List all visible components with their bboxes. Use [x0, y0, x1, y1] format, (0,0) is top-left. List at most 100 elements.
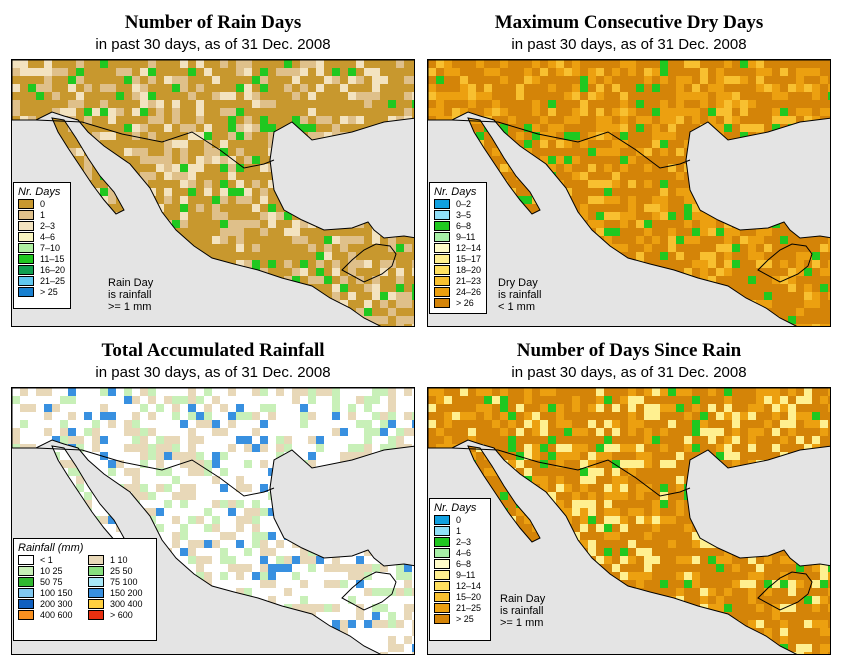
- legend-entry: 10 25: [18, 565, 88, 576]
- legend-swatch: [88, 609, 104, 620]
- legend-entry: 150 200: [88, 587, 158, 598]
- legend-entry: 12–14: [434, 242, 482, 253]
- legend-label: 4–6: [40, 231, 56, 242]
- legend-label: 9–11: [456, 569, 476, 580]
- panel-subtitle: in past 30 days, as of 31 Dec. 2008: [511, 364, 747, 381]
- legend-swatch: [434, 591, 450, 602]
- legend-entry: 4–6: [434, 547, 486, 558]
- legend-label: 11–15: [40, 253, 65, 264]
- legend-label: 15–20: [456, 591, 482, 602]
- legend-swatch: [434, 220, 450, 231]
- legend-swatch: [434, 569, 450, 580]
- legend-swatch: [18, 609, 34, 620]
- legend-entry: 0: [434, 514, 486, 525]
- legend-entry: > 26: [434, 297, 482, 308]
- legend-entry: > 600: [88, 609, 158, 620]
- legend-label: 100 150: [40, 587, 73, 598]
- legend-rows: 0–2 3–5 6–8 9–11 12–14 15–17 18–20 21–23 24–26 > …: [434, 198, 482, 308]
- map-days-since-rain: Nr. Days 0 1 2–3 4–6 6–8 9–11 12–14 15–20 21–25 >…: [427, 387, 831, 655]
- coastline: [51, 117, 125, 215]
- legend-entry: 7–10: [18, 242, 66, 253]
- legend-swatch: [434, 253, 450, 264]
- legend-label: 1: [40, 209, 46, 220]
- legend-rows: 0 1 2–3 4–6 7–10 11–15 16–20 21–25 > 25: [18, 198, 66, 297]
- legend-swatch: [434, 297, 450, 308]
- map-rain-days: Nr. Days 0 1 2–3 4–6 7–10 11–15 16–20 21–25 > 25…: [11, 59, 415, 327]
- legend-label: 6–8: [456, 220, 472, 231]
- legend-swatch: [18, 209, 34, 220]
- legend-swatch: [434, 613, 450, 624]
- legend-entry: 1 10: [88, 554, 158, 565]
- legend-swatch: [18, 275, 34, 286]
- coastline: [12, 60, 414, 326]
- legend-label: > 600: [110, 609, 133, 620]
- coastline: [341, 571, 397, 611]
- legend-label: 10 25: [40, 565, 63, 576]
- legend-swatch: [18, 220, 34, 231]
- legend-label: 0–2: [456, 198, 472, 209]
- legend-entry: 2–3: [18, 220, 66, 231]
- legend-swatch: [434, 231, 450, 242]
- legend-swatch: [434, 209, 450, 220]
- legend-label: 300 400: [110, 598, 143, 609]
- coastline: [467, 445, 541, 543]
- legend: Nr. Days 0 1 2–3 4–6 6–8 9–11 12–14 15–20 21–25 >…: [429, 498, 491, 641]
- legend-swatch: [88, 576, 104, 587]
- legend-swatch: [18, 576, 34, 587]
- legend-entry: 21–25: [18, 275, 66, 286]
- map-dry-days: Nr. Days 0–2 3–5 6–8 9–11 12–14 15–17 18–20 21–…: [427, 59, 831, 327]
- legend-title: Nr. Days: [434, 186, 477, 198]
- legend-entry: 50 75: [18, 576, 88, 587]
- legend-swatch: [18, 598, 34, 609]
- legend-title: Rainfall (mm): [18, 542, 84, 554]
- coastline: [757, 243, 813, 283]
- map-canvas: [428, 388, 830, 654]
- legend-swatch: [434, 242, 450, 253]
- legend-label: < 1: [40, 554, 53, 565]
- legend-entry: 0–2: [434, 198, 482, 209]
- legend-entry: 300 400: [88, 598, 158, 609]
- legend-swatch: [434, 525, 450, 536]
- legend: Nr. Days 0–2 3–5 6–8 9–11 12–14 15–17 18–20 21–…: [429, 182, 487, 314]
- map-canvas: [428, 60, 830, 326]
- panel-title: Number of Days Since Rain: [516, 340, 742, 361]
- legend-label: 21–25: [456, 602, 482, 613]
- legend-entry: 24–26: [434, 286, 482, 297]
- legend-swatch: [434, 602, 450, 613]
- legend-entry: 0: [18, 198, 66, 209]
- legend-swatch: [88, 587, 104, 598]
- legend-label: 2–3: [456, 536, 472, 547]
- legend-title: Nr. Days: [434, 502, 477, 514]
- legend-swatch: [434, 558, 450, 569]
- coastline: [467, 117, 541, 215]
- legend: Nr. Days 0 1 2–3 4–6 7–10 11–15 16–20 21–25 > 25: [13, 182, 71, 309]
- legend-entry: 9–11: [434, 569, 486, 580]
- legend-swatch: [434, 580, 450, 591]
- legend-label: 1 10: [110, 554, 128, 565]
- legend-swatch: [434, 264, 450, 275]
- legend-swatch: [18, 242, 34, 253]
- legend-label: 0: [456, 514, 462, 525]
- legend-entry: 18–20: [434, 264, 482, 275]
- panel-title: Number of Rain Days: [124, 12, 302, 33]
- map-canvas: [12, 60, 414, 326]
- legend-entry: 16–20: [18, 264, 66, 275]
- legend-label: 400 600: [40, 609, 73, 620]
- legend-entry: 4–6: [18, 231, 66, 242]
- panel-subtitle: in past 30 days, as of 31 Dec. 2008: [95, 36, 331, 53]
- legend-label: 2–3: [40, 220, 56, 231]
- us-mexico-border: [451, 447, 691, 497]
- legend-entry: 9–11: [434, 231, 482, 242]
- legend-entry: 25 50: [88, 565, 158, 576]
- coastline: [341, 243, 397, 283]
- legend-swatch: [18, 198, 34, 209]
- panel-subtitle: in past 30 days, as of 31 Dec. 2008: [511, 36, 747, 53]
- legend-label: 200 300: [40, 598, 73, 609]
- legend-label: 4–6: [456, 547, 472, 558]
- legend-label: 12–14: [456, 242, 482, 253]
- us-mexico-border: [35, 119, 275, 169]
- legend-swatch: [434, 286, 450, 297]
- legend: Rainfall (mm) < 1 1 10 10 25 25 50 50 75 75 1…: [13, 538, 157, 641]
- map-total-rainfall: Rainfall (mm) < 1 1 10 10 25 25 50 50 75 75 1…: [11, 387, 415, 655]
- coastline: [757, 571, 813, 611]
